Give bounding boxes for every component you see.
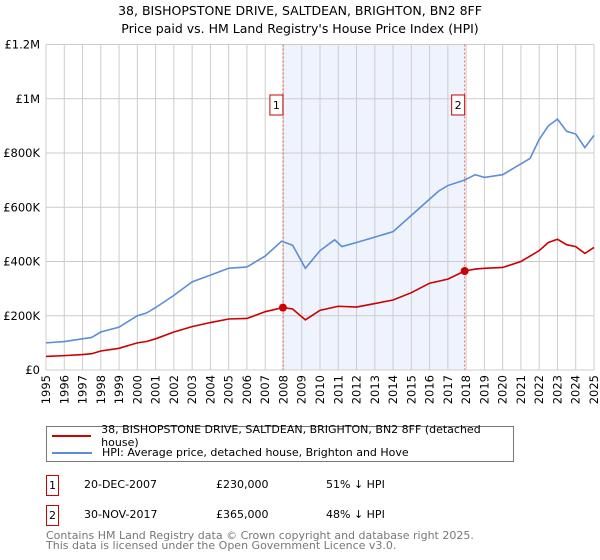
y-tick-label: £400K [3, 255, 40, 269]
x-tick-label: 2003 [185, 375, 199, 404]
sale-marker-label: 1 [273, 99, 280, 112]
sale-point [460, 266, 469, 275]
x-tick-label: 2002 [167, 375, 181, 404]
x-tick-label: 2016 [423, 375, 437, 404]
x-tick-label: 1997 [76, 375, 90, 404]
y-tick-label: £1M [15, 92, 40, 106]
x-tick-label: 2000 [130, 375, 144, 404]
x-tick-label: 2012 [350, 375, 364, 404]
x-tick-label: 1998 [94, 375, 108, 404]
legend-swatch-red [52, 434, 92, 437]
x-tick-label: 2011 [331, 375, 345, 404]
legend: 38, BISHOPSTONE DRIVE, SALTDEAN, BRIGHTO… [46, 423, 514, 462]
sale-marker-badge: 1 [46, 475, 59, 496]
legend-label: 38, BISHOPSTONE DRIVE, SALTDEAN, BRIGHTO… [101, 422, 481, 449]
x-tick-label: 2013 [368, 375, 382, 404]
x-tick-label: 2023 [550, 375, 564, 404]
x-tick-label: 2006 [240, 375, 254, 404]
chart-title: 38, BISHOPSTONE DRIVE, SALTDEAN, BRIGHTO… [0, 2, 600, 38]
title-line: 38, BISHOPSTONE DRIVE, SALTDEAN, BRIGHTO… [118, 3, 482, 18]
x-tick-label: 2018 [459, 375, 473, 404]
x-tick-label: 2008 [276, 375, 290, 404]
series-line-property [45, 238, 595, 358]
legend-label: HPI: Average price, detached house, Brig… [102, 446, 409, 459]
x-tick-label: 2022 [532, 375, 546, 404]
x-tick-label: 2001 [149, 375, 163, 404]
sale-marker-badge [451, 94, 466, 116]
sale-marker-badge [269, 94, 284, 116]
sale-date: 20-DEC-2007 [84, 478, 158, 491]
sale-hpi-diff: 48% ↓ HPI [326, 508, 385, 521]
x-tick-label: 2025 [587, 375, 600, 404]
legend-item-hpi: HPI: Average price, detached house, Brig… [47, 444, 409, 461]
y-tick-label: £600K [3, 200, 40, 214]
sale-price: £365,000 [216, 508, 269, 521]
x-tick-label: 1995 [39, 375, 53, 404]
y-tick-label: £800K [3, 146, 40, 160]
subtitle-line: Price paid vs. HM Land Registry's House … [121, 21, 479, 36]
sale-price: £230,000 [216, 478, 269, 491]
x-tick-label: 1999 [112, 375, 126, 404]
y-tick-label: £1.2M [4, 38, 40, 52]
y-tick-label: £200K [3, 309, 40, 323]
legend-item-property: 38, BISHOPSTONE DRIVE, SALTDEAN, BRIGHTO… [47, 423, 513, 449]
x-tick-label: 2015 [404, 375, 418, 404]
x-tick-label: 2014 [386, 375, 400, 404]
x-tick-label: 2019 [477, 375, 491, 404]
x-tick-label: 2010 [313, 375, 327, 404]
series-line-hpi [45, 117, 595, 344]
footer-line: Contains HM Land Registry data © Crown c… [46, 529, 474, 542]
sale-point [278, 303, 287, 312]
x-tick-label: 1996 [57, 375, 71, 404]
sale-marker-label: 2 [455, 99, 462, 112]
sale-marker-badge: 2 [46, 505, 59, 526]
x-tick-label: 2017 [441, 375, 455, 404]
y-tick-label: £0 [25, 363, 40, 377]
sale-hpi-diff: 51% ↓ HPI [326, 478, 385, 491]
x-tick-label: 2024 [569, 375, 583, 404]
x-tick-label: 2007 [258, 375, 272, 404]
x-tick-label: 2004 [203, 375, 217, 404]
footer-line: This data is licensed under the Open Gov… [46, 539, 397, 552]
plot-area: 1995 1996 1997 1998 1999 2000 2001 2002 2003 2004… [3, 38, 600, 405]
x-tick-label: 2020 [496, 375, 510, 404]
x-tick-label: 2009 [295, 375, 309, 404]
sale-date: 30-NOV-2017 [84, 508, 158, 521]
x-tick-label: 2005 [222, 375, 236, 404]
legend-swatch-blue [52, 451, 92, 454]
footer-attribution: Contains HM Land Registry data © Crown c… [46, 529, 474, 552]
x-tick-label: 2021 [514, 375, 528, 404]
